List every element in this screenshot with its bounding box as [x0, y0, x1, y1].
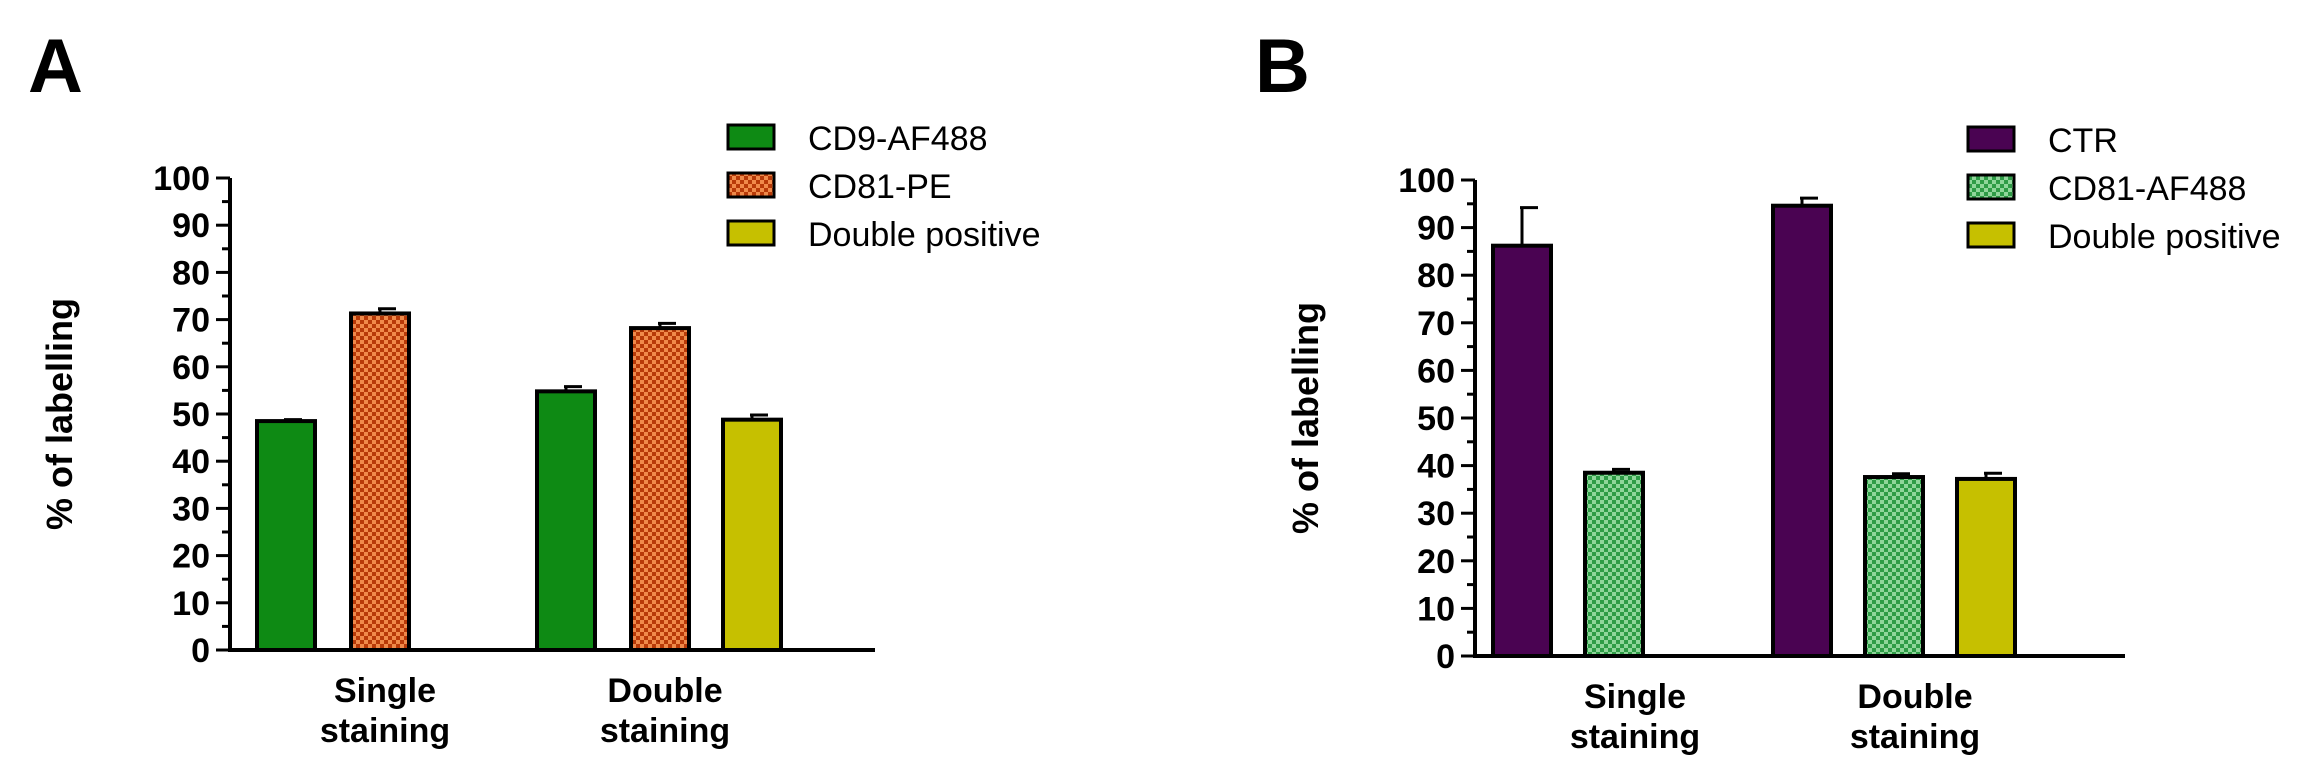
panel-letter-b: B	[1255, 24, 1310, 109]
chart-a-category-label: staining	[320, 712, 450, 750]
chart-a-legend-label: CD81-PE	[808, 168, 952, 206]
chart-a-bar-cd9-af488	[535, 389, 597, 652]
chart-b-y-tick-label: 40	[1417, 448, 1455, 486]
chart-a-y-tick-label: 90	[172, 207, 210, 245]
chart-b-y-axis-title: % of labelling	[1285, 302, 1326, 534]
chart-b-category-label: staining	[1570, 718, 1700, 756]
chart-a-bar-double-positive	[721, 417, 783, 652]
chart-a-category-label: Double	[607, 672, 722, 710]
chart-a-legend-label: CD9-AF488	[808, 120, 988, 158]
panel-a-chart: 0 10 20 30 40 50 60 70 80 90 100 % of labelling Sing…	[39, 120, 1040, 750]
chart-a-bar-cd81-pe	[629, 326, 691, 652]
chart-a-bar-cd9-af488	[255, 419, 317, 652]
chart-b-bar-double-positive	[1955, 476, 2017, 659]
chart-a-y-tick-label: 10	[172, 585, 210, 623]
chart-b-category-label: Single	[1584, 678, 1686, 716]
chart-a-category-label: staining	[600, 712, 730, 750]
chart-b-bar-ctr	[1771, 203, 1833, 658]
chart-a-y-tick-label: 60	[172, 349, 210, 387]
chart-a-y-tick-label: 0	[191, 632, 210, 670]
chart-a-y-axis-title: % of labelling	[39, 298, 80, 530]
chart-b-y-tick-label: 90	[1417, 210, 1455, 248]
chart-b-legend-label: CD81-AF488	[2048, 170, 2246, 208]
chart-a-y-tick-label: 80	[172, 254, 210, 292]
chart-b-y-tick-label: 20	[1417, 543, 1455, 581]
chart-a-legend-swatch	[726, 123, 776, 151]
chart-b-y-tick-label: 10	[1417, 590, 1455, 628]
chart-b-bar-ctr	[1491, 243, 1553, 659]
chart-a-y-tick-label: 100	[153, 160, 210, 198]
chart-a-legend-label: Double positive	[808, 216, 1040, 254]
chart-b-y-tick-label: 100	[1398, 162, 1455, 200]
chart-a-y-tick-label: 50	[172, 396, 210, 434]
chart-b-y-tick-label: 60	[1417, 352, 1455, 390]
chart-a-bar-cd81-pe	[349, 311, 411, 652]
chart-b-y-tick-label: 70	[1417, 305, 1455, 343]
chart-b-legend-swatch	[1966, 221, 2016, 249]
chart-b-legend-swatch	[1966, 125, 2016, 153]
panel-letter-a: A	[28, 24, 83, 109]
chart-b-category-label: Double	[1857, 678, 1972, 716]
chart-a-legend-swatch	[726, 171, 776, 199]
chart-b-legend-label: Double positive	[2048, 218, 2280, 256]
chart-b-bar-cd81-af488	[1863, 475, 1925, 658]
chart-a-legend-swatch	[726, 219, 776, 247]
panel-b-chart: 0 10 20 30 40 50 60 70 80 90 100 % of labelling Sing…	[1285, 122, 2280, 756]
chart-b-legend-swatch	[1966, 173, 2016, 201]
chart-a-y-tick-label: 40	[172, 443, 210, 481]
chart-a-y-tick-label: 70	[172, 302, 210, 340]
chart-b-legend-label: CTR	[2048, 122, 2118, 160]
chart-b-category-label: staining	[1850, 718, 1980, 756]
chart-a-y-tick-label: 30	[172, 490, 210, 528]
chart-b-y-tick-label: 50	[1417, 400, 1455, 438]
chart-b-y-tick-label: 0	[1436, 638, 1455, 676]
chart-a-category-label: Single	[334, 672, 436, 710]
chart-a-y-tick-label: 20	[172, 538, 210, 576]
chart-b-y-tick-label: 80	[1417, 257, 1455, 295]
chart-b-y-tick-label: 30	[1417, 495, 1455, 533]
chart-b-bar-cd81-af488	[1583, 470, 1645, 658]
